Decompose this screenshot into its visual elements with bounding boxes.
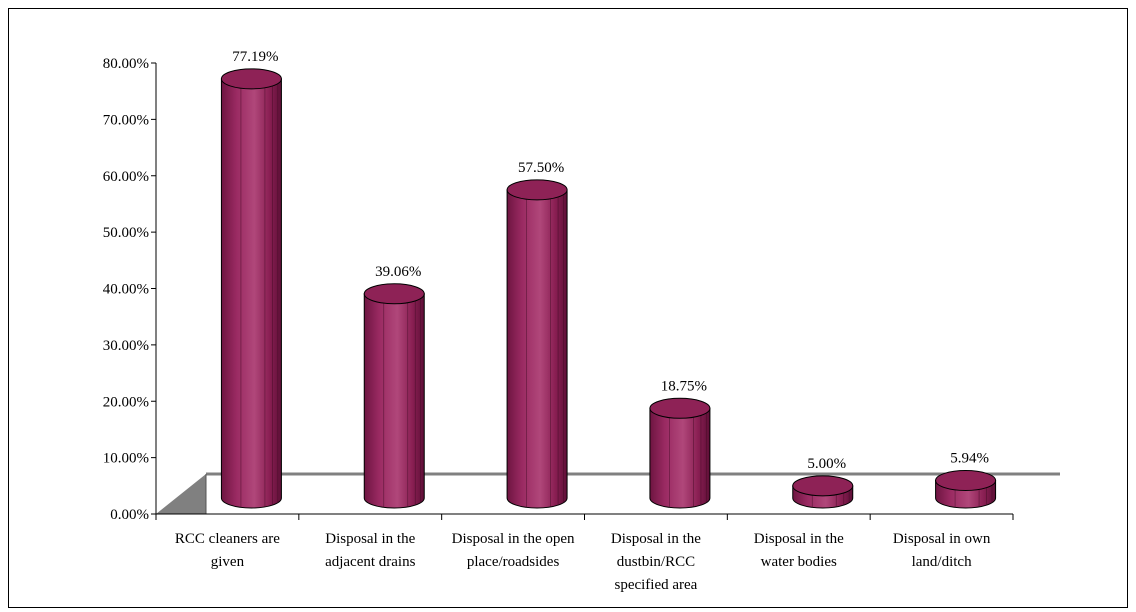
floor-side xyxy=(156,474,206,514)
data-label: 5.94% xyxy=(950,451,989,467)
category-label-line: adjacent drains xyxy=(325,554,416,570)
bar-top xyxy=(220,68,282,90)
category-label-line: land/ditch xyxy=(912,554,972,570)
data-label: 77.19% xyxy=(232,49,278,65)
category-label-line: Disposal in the xyxy=(611,531,701,547)
bar xyxy=(649,397,711,509)
y-tick-label: 40.00% xyxy=(103,282,149,298)
category-label-line: specified area xyxy=(614,577,697,593)
bar-top xyxy=(792,475,854,497)
category-label-line: Disposal in the open xyxy=(452,531,575,547)
bar-top xyxy=(363,283,425,305)
bar-body xyxy=(649,407,711,509)
category-label-line: water bodies xyxy=(761,554,837,570)
y-tick-label: 80.00% xyxy=(103,56,149,72)
bar xyxy=(935,470,997,509)
bar-top xyxy=(649,397,711,419)
category-label-line: place/roadsides xyxy=(467,554,560,570)
bar-top xyxy=(506,179,568,201)
y-tick-label: 70.00% xyxy=(103,112,149,128)
category-label-line: Disposal in the xyxy=(754,531,844,547)
y-tick-label: 10.00% xyxy=(103,451,149,467)
category-label: Disposal in own land/ditch xyxy=(893,531,991,570)
bar-top xyxy=(935,470,997,492)
y-tick-label: 30.00% xyxy=(103,338,149,354)
category-label: Disposal in the open place/roadsides xyxy=(452,531,575,570)
y-tick-label: 60.00% xyxy=(103,169,149,185)
category-label-line: Disposal in own xyxy=(893,531,991,547)
data-label: 5.00% xyxy=(807,456,846,472)
category-label-line: Disposal in the xyxy=(325,531,415,547)
y-tick-label: 20.00% xyxy=(103,394,149,410)
data-label: 57.50% xyxy=(518,160,564,176)
category-label-line: RCC cleaners are xyxy=(175,531,280,547)
category-label: RCC cleaners are given xyxy=(175,531,280,570)
bar xyxy=(220,68,282,509)
data-label: 39.06% xyxy=(375,264,421,280)
bar xyxy=(363,283,425,509)
bar xyxy=(792,475,854,509)
y-tick-label: 50.00% xyxy=(103,225,149,241)
category-label: Disposal in the water bodies xyxy=(754,531,844,570)
category-label: Disposal in the adjacent drains xyxy=(325,531,416,570)
bar-body xyxy=(506,189,568,509)
y-tick-label: 0.00% xyxy=(110,507,149,523)
bar-body xyxy=(363,293,425,509)
category-label-line: dustbin/RCC xyxy=(617,554,695,570)
bar xyxy=(506,179,568,509)
category-label: Disposal in the dustbin/RCC specified area xyxy=(611,531,701,593)
data-label: 18.75% xyxy=(661,378,707,394)
category-label-line: given xyxy=(211,554,245,570)
bar-body xyxy=(220,78,282,509)
